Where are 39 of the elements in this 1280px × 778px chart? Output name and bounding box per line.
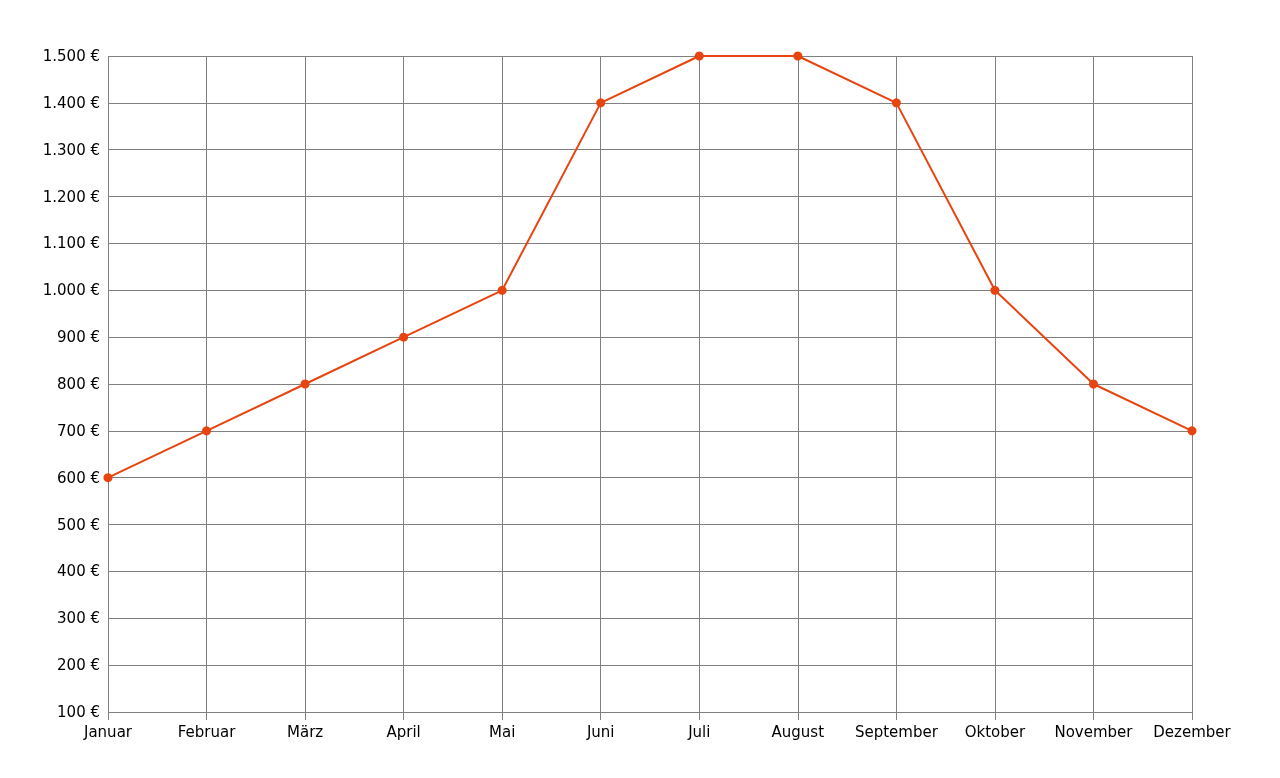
- x-tick-label: April: [386, 722, 421, 741]
- x-tick-label: Mai: [489, 722, 516, 741]
- y-tick-label: 700 €: [57, 421, 100, 440]
- y-tick-label: 1.000 €: [42, 281, 100, 300]
- x-tick-label: August: [771, 722, 825, 741]
- point: [596, 98, 606, 108]
- point: [399, 332, 409, 342]
- point: [202, 426, 212, 436]
- x-tick-label: Dezember: [1153, 722, 1232, 741]
- point: [793, 51, 803, 61]
- point: [497, 285, 507, 295]
- point: [990, 285, 1000, 295]
- point: [300, 379, 310, 389]
- x-tick-label: März: [287, 722, 324, 741]
- y-tick-label: 400 €: [57, 562, 100, 581]
- y-tick-label: 1.400 €: [42, 93, 100, 112]
- point: [694, 51, 704, 61]
- y-tick-label: 300 €: [57, 609, 100, 628]
- y-tick-label: 500 €: [57, 515, 100, 534]
- point: [103, 473, 113, 483]
- y-tick-label: 900 €: [57, 328, 100, 347]
- y-tick-label: 1.500 €: [42, 47, 100, 65]
- y-tick-label: 1.200 €: [42, 187, 100, 206]
- y-tick-label: 200 €: [57, 656, 100, 675]
- point: [891, 98, 901, 108]
- x-tick-label: Juli: [687, 722, 711, 741]
- point: [1088, 379, 1098, 389]
- point: [1187, 426, 1197, 436]
- x-tick-label: Februar: [177, 722, 237, 741]
- y-tick-label: 800 €: [57, 375, 100, 393]
- x-tick-label: Januar: [83, 722, 133, 741]
- x-tick-label: Juni: [585, 722, 615, 741]
- x-tick-label: Oktober: [964, 722, 1026, 741]
- y-tick-label: 1.100 €: [42, 234, 100, 253]
- x-tick-label: November: [1054, 722, 1134, 741]
- y-tick-label: 100 €: [57, 703, 100, 721]
- y-tick-label: 1.300 €: [42, 140, 100, 159]
- y-tick-label: 600 €: [57, 468, 100, 487]
- x-tick-label: September: [854, 722, 939, 741]
